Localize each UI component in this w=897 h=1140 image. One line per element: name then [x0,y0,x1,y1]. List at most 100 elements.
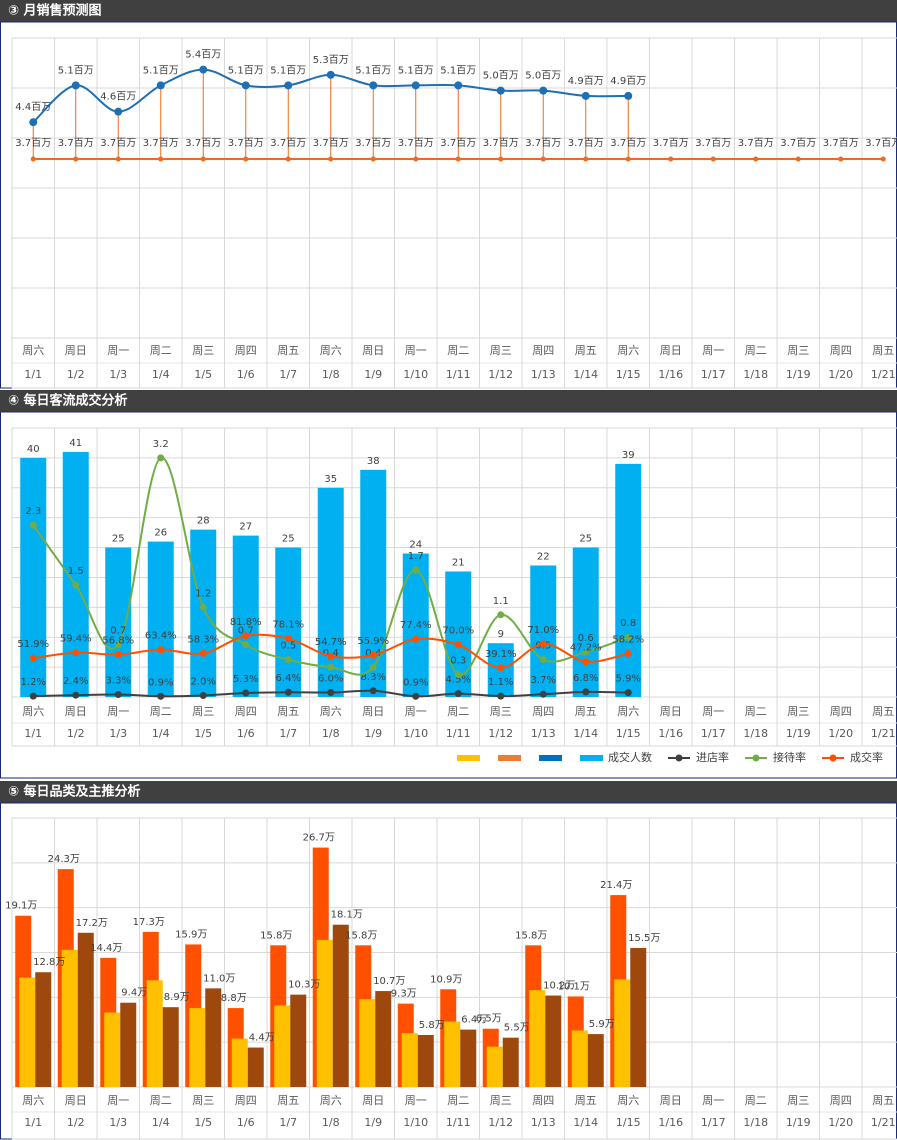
point [30,156,36,162]
x-weekday-label: 周六 [22,1094,44,1107]
data-label: 1.7 [408,551,424,562]
point [327,663,335,671]
point [880,156,886,162]
point [454,81,463,90]
data-label: 3.7百万 [143,137,179,149]
x-weekday-label: 周日 [660,1094,682,1107]
x-tick-label: 1/3 [109,1116,127,1129]
legend-label: 成交人数 [608,750,652,764]
data-label: 4.6百万 [100,91,136,103]
x-tick-label: 1/10 [403,368,428,381]
x-tick-label: 1/9 [364,1116,382,1129]
bar [417,1034,434,1087]
bar [444,1021,461,1087]
point [540,156,546,162]
x-weekday-label: 周一 [702,1094,724,1107]
x-tick-label: 1/15 [616,727,641,740]
x-weekday-label: 周五 [277,705,299,718]
x-weekday-label: 周三 [490,705,512,718]
bar [486,1046,503,1087]
bar [502,1037,519,1087]
data-label: 58.3% [187,634,219,645]
bar [62,451,89,697]
x-tick-label: 1/7 [279,727,297,740]
data-label: 38 [367,456,380,467]
x-weekday-label: 周日 [660,344,682,357]
point [624,650,632,658]
x-weekday-label: 周三 [192,1094,214,1107]
data-label: 10.9万 [430,974,462,985]
x-tick-label: 1/2 [67,1116,85,1129]
data-label: 5.1百万 [143,64,179,76]
point [284,635,292,643]
x-tick-label: 1/15 [616,368,641,381]
bar [316,939,333,1087]
x-tick-label: 1/13 [531,368,556,381]
point [243,156,249,162]
x-weekday-label: 周四 [830,705,852,718]
bar [231,1038,248,1087]
data-label: 17.3万 [133,917,165,928]
x-weekday-label: 周二 [447,1094,469,1107]
chart-panel [0,802,897,1140]
x-tick-label: 1/7 [279,1116,297,1129]
data-label: 25 [112,534,125,545]
data-label: 15.5万 [628,933,660,944]
legend-swatch [580,755,603,761]
x-tick-label: 1/8 [322,727,340,740]
point [156,81,165,90]
bar [317,487,344,697]
point [539,640,547,648]
point [496,86,505,95]
point [497,692,505,700]
data-label: 5.1百万 [355,64,391,76]
data-label: 70.0% [442,626,474,637]
data-label: 5.3百万 [313,54,349,66]
data-label: 58.2% [612,635,644,646]
x-weekday-label: 周日 [65,705,87,718]
point [72,581,80,589]
x-weekday-label: 周三 [490,344,512,357]
point [411,81,420,90]
data-label: 15.8万 [515,930,547,941]
data-label: 15.9万 [175,929,207,940]
x-weekday-label: 周一 [405,344,427,357]
x-weekday-label: 周五 [277,1094,299,1107]
data-label: 4.4万 [249,1033,275,1044]
point [369,651,377,659]
x-weekday-label: 周一 [702,705,724,718]
point [369,687,377,695]
x-tick-label: 1/5 [194,727,212,740]
data-label: 6.5万 [476,1014,502,1025]
bar [19,977,36,1087]
data-label: 3.7百万 [58,137,94,149]
point [753,156,759,162]
bar [274,1005,291,1087]
point [369,81,378,90]
point [326,70,335,79]
data-label: 39.1% [485,649,517,660]
x-weekday-label: 周四 [532,344,554,357]
data-label: 55.9% [357,636,389,647]
point [114,641,122,649]
bar [545,995,562,1087]
point [624,633,632,641]
data-label: 1.1 [493,596,509,607]
x-weekday-label: 周六 [617,1094,639,1107]
x-tick-label: 1/4 [152,368,170,381]
legend-point [752,754,760,762]
x-tick-label: 1/20 [828,1116,853,1129]
point [624,689,632,697]
data-label: 5.9万 [589,1019,615,1030]
x-tick-label: 1/3 [109,368,127,381]
data-label: 21.4万 [600,880,632,891]
data-label: 2.4% [63,676,88,687]
point [158,156,164,162]
point [795,156,801,162]
bar [460,1029,477,1087]
legend-swatch [539,755,562,761]
point [583,156,589,162]
bar [630,948,647,1087]
legend-label: 接待率 [773,750,806,764]
data-label: 11.0万 [203,973,235,984]
